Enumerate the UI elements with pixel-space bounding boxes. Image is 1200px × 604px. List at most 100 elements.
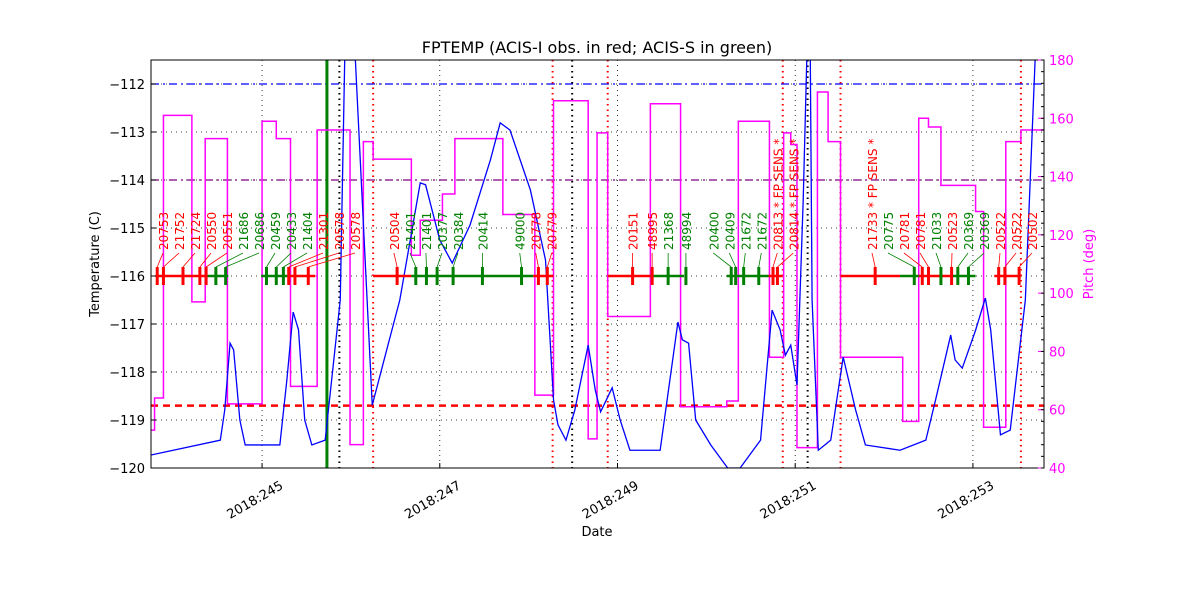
obs-label-leader (394, 253, 397, 267)
obs-label: 20502 (1026, 212, 1040, 250)
obs-label: 20433 (285, 212, 299, 250)
obs-label: 20813 * FP SENS * (771, 139, 785, 250)
x-tick-label: 2018:245 (225, 478, 286, 522)
y2-tick-label: 60 (1049, 404, 1066, 419)
obs-label: 20522 (994, 212, 1008, 250)
obs-label: 21401 (420, 212, 434, 250)
obs-label: 20377 (436, 212, 450, 250)
y-tick-label: −114 (109, 174, 145, 189)
obs-label: 20578 (349, 212, 363, 250)
y-axis-label: Temperature (C) (88, 211, 103, 318)
obs-label: 20686 (253, 212, 267, 250)
obs-label: 20781 (914, 212, 928, 250)
obs-label: 20814 * FP SENS * (787, 139, 801, 250)
obs-label: 20151 (627, 212, 641, 250)
y2-axis-label: Pitch (deg) (1082, 229, 1097, 299)
obs-label-leader (547, 253, 551, 267)
obs-label: 20369 (978, 212, 992, 250)
x-tick-label: 2018:249 (580, 478, 641, 522)
obs-label: 20400 (707, 212, 721, 250)
obs-label-leader (267, 253, 275, 267)
obs-label-leader (216, 253, 243, 267)
obs-label: 21033 (930, 212, 944, 250)
obs-label: 21404 (301, 212, 315, 250)
obs-label: 21724 (189, 212, 203, 250)
y-tick-label: −120 (109, 462, 145, 477)
obs-label: 20779 (546, 212, 560, 250)
y2-tick-label: 40 (1049, 462, 1066, 477)
obs-label-leader (157, 253, 163, 267)
obs-label-leader (920, 253, 928, 267)
obs-label-leader (1005, 253, 1016, 267)
obs-label-leader (773, 253, 777, 267)
x-axis-label: Date (581, 525, 612, 540)
obs-label: 21733 * FP SENS * (866, 139, 880, 250)
obs-label: 21301 (317, 212, 331, 250)
y-tick-label: −117 (109, 318, 145, 333)
obs-label-leader (777, 253, 793, 267)
obs-label-leader (520, 253, 522, 267)
obs-label: 20414 (476, 212, 490, 250)
obs-label: 20523 (946, 212, 960, 250)
y2-tick-label: 100 (1049, 287, 1074, 302)
obs-label-leader (936, 253, 941, 267)
obs-label-leader (536, 253, 539, 267)
y2-tick-label: 140 (1049, 171, 1074, 186)
obs-label: 20384 (452, 212, 466, 250)
obs-label: 20369 (962, 212, 976, 250)
obs-label: 20753 (157, 212, 171, 250)
obs-label-leader (744, 253, 746, 267)
y-tick-label: −113 (109, 126, 145, 141)
obs-label: 20778 (530, 212, 544, 250)
obs-label: 21686 (237, 212, 251, 250)
y-tick-label: −112 (109, 78, 145, 93)
y-tick-label: −116 (109, 270, 145, 285)
obs-label-leader (713, 253, 731, 267)
obs-label: 21752 (173, 212, 187, 250)
y2-tick-label: 180 (1049, 54, 1074, 69)
plot-area (151, 60, 1044, 468)
y-tick-label: −119 (109, 414, 145, 429)
obs-label: 20781 (898, 212, 912, 250)
obs-label-leader (968, 253, 984, 267)
obs-label: 20550 (205, 212, 219, 250)
obs-label: 48994 (680, 212, 694, 250)
obs-label: 21672 (755, 212, 769, 250)
obs-label: 20504 (388, 212, 402, 250)
chart-title: FPTEMP (ACIS-I obs. in red; ACIS-S in gr… (422, 38, 772, 57)
y2-tick-label: 120 (1049, 229, 1074, 244)
obs-label: 21401 (404, 212, 418, 250)
obs-label-leader (183, 253, 195, 267)
obs-label: 21672 (739, 212, 753, 250)
obs-label: 49000 (514, 212, 528, 250)
y2-tick-label: 160 (1049, 112, 1074, 127)
obs-label-leader (729, 253, 735, 267)
obs-label-leader (1019, 253, 1032, 267)
obs-label-leader (283, 253, 307, 267)
y2-tick-label: 80 (1049, 345, 1066, 360)
obs-label-leader (759, 253, 762, 267)
obs-label: 20551 (221, 212, 235, 250)
obs-label-leader (163, 253, 179, 267)
obs-label-leader (426, 253, 427, 267)
obs-label: 48995 (646, 212, 660, 250)
obs-label: 20459 (269, 212, 283, 250)
obs-label-leader (958, 253, 968, 267)
obs-label-leader (904, 253, 922, 267)
y-tick-label: −118 (109, 366, 145, 381)
obs-label-leader (226, 253, 259, 267)
x-tick-label: 2018:247 (402, 478, 463, 522)
obs-label: 20578 (333, 212, 347, 250)
obs-label: 20409 (723, 212, 737, 250)
obs-label-leader (276, 253, 291, 267)
obs-label-leader (872, 253, 875, 267)
x-tick-label: 2018:253 (935, 478, 996, 522)
obs-label-leader (999, 253, 1000, 267)
x-tick-label: 2018:251 (758, 478, 819, 522)
obs-label: 20775 (882, 212, 896, 250)
obs-label: 20522 (1010, 212, 1024, 250)
obs-label: 21368 (662, 212, 676, 250)
obs-label-leader (888, 253, 914, 267)
